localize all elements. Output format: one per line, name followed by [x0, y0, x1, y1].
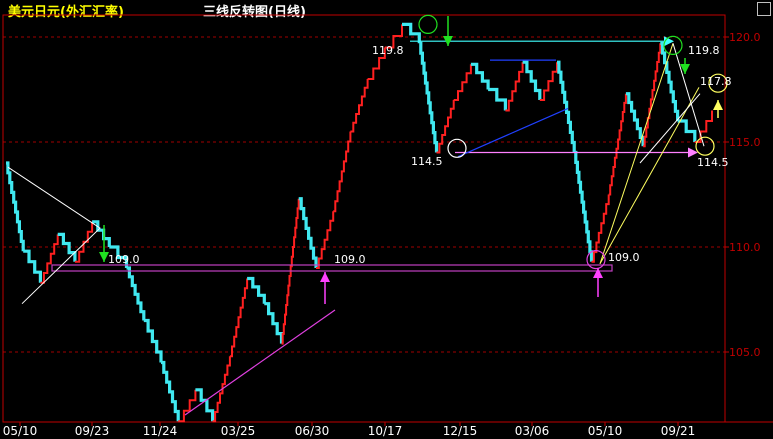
up-brick-run	[40, 234, 59, 284]
low-circle	[447, 138, 467, 158]
up-brick-run	[350, 79, 369, 133]
chart-symbol: 美元日元(外汇汇率)	[8, 5, 124, 20]
value-label: 109.0	[334, 253, 366, 266]
down-brick-run	[522, 60, 542, 100]
down-brick-run	[488, 87, 507, 111]
down-brick-run	[574, 150, 594, 262]
down-brick-run	[470, 62, 490, 90]
down-brick-run	[92, 220, 111, 247]
down-brick-run	[143, 318, 163, 363]
up-brick-run	[643, 43, 662, 148]
grid-layer	[3, 36, 725, 353]
up-brick-run	[591, 194, 610, 263]
value-label: 109.0	[608, 251, 640, 264]
target-circle	[708, 73, 728, 93]
down-brick-run	[126, 266, 146, 321]
x-tick-label: 05/10	[3, 424, 38, 438]
right-peak-circle	[663, 35, 683, 56]
pink-arrow-head	[688, 147, 698, 158]
down-brick-run	[557, 60, 576, 153]
up-brick-run	[539, 62, 558, 101]
down-brick-run	[298, 197, 318, 268]
x-tick-label: 09/23	[75, 424, 110, 438]
down-brick-run	[264, 302, 284, 344]
value-label: 119.8	[688, 44, 720, 57]
green-down-arrow-right-head	[680, 64, 690, 74]
trough-circle	[586, 250, 606, 270]
x-tick-label: 10/17	[368, 424, 403, 438]
up-brick-run	[694, 110, 713, 143]
down-brick-run	[23, 249, 43, 283]
axis-layer: 105.0 110.0 115.0 120.0 05/10 09/23 11/24 03/25…	[2, 14, 773, 438]
value-label: 109.0	[108, 253, 140, 266]
white-down-line	[672, 43, 705, 147]
down-brick-run	[109, 245, 129, 268]
yellow-up-arrow-head	[713, 100, 723, 110]
peak-circle	[418, 14, 438, 34]
y-tick-label: 115.0	[729, 136, 761, 149]
bars-layer	[6, 22, 713, 423]
value-label: 117.8	[700, 75, 732, 88]
up-brick-run	[316, 211, 335, 269]
annotation-layer: 119.8 119.8 114.5 114.5 109.0 109.0 109.0 117.8	[7, 14, 732, 416]
down-brick-run	[247, 276, 266, 304]
x-tick-label: 03/06	[515, 424, 550, 438]
support-box-109	[51, 264, 613, 272]
up-brick-run	[436, 100, 455, 154]
up-brick-run	[178, 389, 197, 423]
up-brick-run	[608, 93, 627, 196]
up-brick-run	[212, 356, 231, 423]
magenta-trend-line	[184, 309, 336, 416]
yellow-fan-line-2	[599, 87, 700, 265]
yellow-fan-line-1	[599, 43, 674, 264]
down-brick-run	[6, 161, 25, 252]
value-label: 114.5	[697, 156, 729, 169]
up-brick-run	[453, 64, 472, 101]
white-up-line	[639, 93, 701, 164]
plot-frame	[2, 14, 726, 423]
green-down-arrow-mid-head	[99, 252, 109, 262]
white-triangle	[7, 166, 101, 305]
up-brick-run	[333, 131, 352, 213]
x-tick-label: 06/30	[295, 424, 330, 438]
x-tick-label: 05/10	[588, 424, 623, 438]
down-brick-run	[419, 41, 439, 153]
up-brick-run	[367, 47, 386, 80]
x-tick-label: 03/25	[221, 424, 256, 438]
window-control-button[interactable]	[757, 2, 771, 16]
down-brick-run	[660, 41, 680, 121]
up-brick-run	[74, 221, 94, 263]
up-brick-run	[281, 198, 300, 345]
down-brick-run	[402, 22, 421, 44]
y-tick-label: 120.0	[729, 31, 761, 44]
up-brick-run	[384, 24, 403, 49]
magenta-up-arrow-2-head	[593, 268, 603, 278]
green-down-arrow-left-head	[443, 36, 453, 46]
value-label: 114.5	[411, 155, 443, 168]
x-tick-label: 11/24	[143, 424, 178, 438]
down-brick-run	[161, 360, 180, 422]
chart-title: 三线反转图(日线)	[203, 5, 306, 20]
magenta-up-arrow-1-head	[320, 272, 330, 282]
x-tick-label: 12/15	[443, 424, 478, 438]
x-tick-label: 09/21	[661, 424, 696, 438]
y-tick-label: 110.0	[729, 241, 761, 254]
up-brick-run	[229, 278, 249, 358]
blue-support-line	[457, 107, 569, 158]
up-brick-run	[505, 62, 524, 112]
right-low-circle	[695, 136, 715, 156]
y-tick-label: 105.0	[729, 346, 761, 359]
value-label: 119.8	[372, 44, 404, 57]
down-brick-run	[57, 232, 77, 262]
down-brick-run	[677, 119, 697, 142]
down-brick-run	[625, 92, 645, 147]
